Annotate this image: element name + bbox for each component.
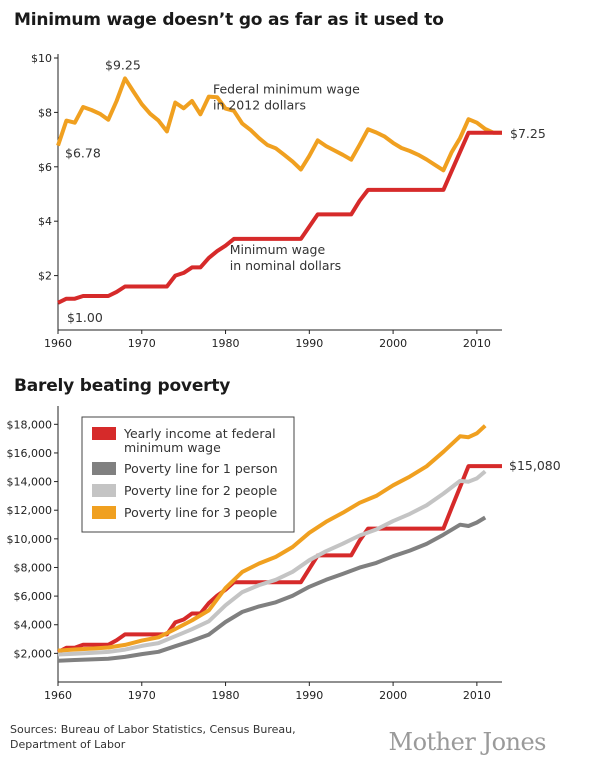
chart-title-minimum-wage: Minimum wage doesn’t go as far as it use…: [14, 10, 444, 30]
annotation-label: $6.78: [65, 146, 101, 161]
series-line-0: [56, 76, 502, 173]
annotation-label: Federal minimum wage: [213, 81, 360, 96]
annotation-label: $1.00: [67, 310, 103, 325]
y-tick-label: $2,000: [14, 647, 53, 660]
legend-swatch: [92, 484, 116, 497]
series-line-1: [57, 515, 487, 663]
sources-note: Sources: Bureau of Labor Statistics, Cen…: [10, 722, 310, 752]
legend-label: Poverty line for 2 people: [124, 483, 278, 498]
x-tick-label: 1970: [128, 337, 156, 350]
sources-line-1: Sources: Bureau of Labor Statistics, Cen…: [10, 723, 296, 736]
y-tick-label: $16,000: [7, 447, 53, 460]
x-tick-label: 2000: [379, 689, 407, 702]
legend-swatch: [92, 506, 116, 519]
y-tick-label: $2: [38, 270, 52, 283]
annotation-label: $15,080: [509, 458, 561, 473]
legend-swatch: [92, 462, 116, 475]
y-tick-label: $14,000: [7, 476, 53, 489]
sources-line-2: Department of Labor: [10, 738, 126, 751]
x-tick-label: 1960: [44, 337, 72, 350]
annotation-label: in 2012 dollars: [213, 98, 306, 113]
x-tick-label: 1980: [212, 689, 240, 702]
x-tick-label: 2000: [379, 337, 407, 350]
legend-label: Yearly income at federal: [123, 426, 276, 441]
x-tick-label: 2010: [463, 689, 491, 702]
legend-label: Poverty line for 1 person: [124, 461, 278, 476]
x-tick-label: 1980: [212, 337, 240, 350]
mother-jones-logo: Mother Jones: [388, 728, 547, 756]
x-tick-label: 1990: [295, 689, 323, 702]
legend-label: Poverty line for 3 people: [124, 505, 278, 520]
annotation-label: $9.25: [105, 57, 141, 72]
y-tick-label: $4,000: [14, 619, 53, 632]
x-tick-label: 1960: [44, 689, 72, 702]
x-tick-label: 1970: [128, 689, 156, 702]
annotation-label: $7.25: [510, 126, 546, 141]
chart-minimum-wage: $2 $4 $6 $8 $10 1960 1970 1980 1990 2000 2010 $9.25…: [31, 52, 546, 350]
y-tick-label: $4: [38, 215, 52, 228]
y-tick-label: $8: [38, 106, 52, 119]
y-tick-label: $6: [38, 161, 52, 174]
series-line-3: [57, 424, 487, 653]
series-line-2: [57, 469, 487, 657]
y-tick-label: $6,000: [14, 590, 53, 603]
y-tick-label: $12,000: [7, 504, 53, 517]
x-tick-label: 2010: [463, 337, 491, 350]
annotation-label: Minimum wage: [230, 242, 326, 257]
chart-title-poverty: Barely beating poverty: [14, 376, 231, 396]
series-line-0: [57, 464, 502, 654]
y-tick-label: $10,000: [7, 533, 53, 546]
x-tick-label: 1990: [295, 337, 323, 350]
series-line-1: [57, 130, 502, 305]
y-tick-label: $18,000: [7, 418, 53, 431]
annotation-label: in nominal dollars: [230, 258, 341, 273]
y-tick-label: $10: [31, 52, 52, 65]
y-tick-label: $8,000: [14, 561, 53, 574]
chart-poverty: $2,000 $4,000 $6,000 $8,000 $10,000 $12,000 $1…: [7, 406, 561, 702]
legend-box: [81, 416, 295, 533]
legend-swatch: [92, 427, 116, 440]
legend-label: minimum wage: [124, 440, 221, 455]
